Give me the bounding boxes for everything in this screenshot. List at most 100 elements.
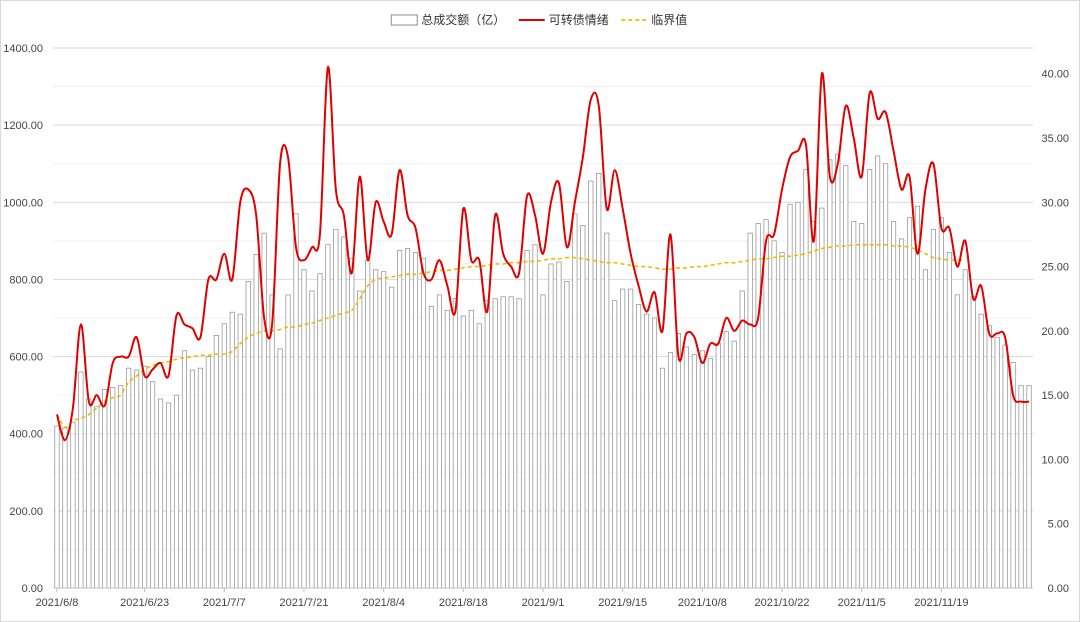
- turnover-bar: [94, 406, 100, 589]
- turnover-bar: [365, 259, 371, 589]
- turnover-bar: [460, 315, 466, 589]
- turnover-bar: [548, 263, 554, 589]
- turnover-bar: [165, 402, 172, 589]
- turnover-bar: [150, 381, 156, 589]
- turnover-bar: [803, 169, 809, 589]
- right-axis-tick-label: 35.00: [1041, 133, 1069, 145]
- sentiment-line: [56, 66, 1030, 442]
- turnover-bar: [468, 309, 474, 589]
- legend-label: 可转债情绪: [549, 12, 609, 27]
- turnover-bar: [564, 281, 570, 589]
- turnover-bar: [428, 306, 434, 589]
- turnover-bar: [699, 350, 705, 589]
- turnover-bar: [771, 240, 777, 589]
- left-axis-tick-label: 0.00: [22, 583, 43, 595]
- turnover-bar: [118, 385, 124, 589]
- turnover-bar: [476, 323, 482, 589]
- turnover-bar: [787, 203, 793, 589]
- axes: 0.00 200.00 400.00 600.00 800.00 1000.00 1200.…: [3, 43, 1069, 609]
- left-axis-tick-label: 200.00: [9, 506, 43, 518]
- legend: 总成交额（亿） 可转债情绪 临界值: [390, 12, 687, 27]
- turnover-bar: [1018, 385, 1024, 589]
- turnover-bar: [572, 213, 578, 589]
- x-axis-tick-label: 2021/8/4: [362, 597, 405, 609]
- turnover-bar: [819, 207, 825, 589]
- left-axis-tick-label: 800.00: [9, 274, 43, 286]
- turnover-bar: [978, 313, 984, 589]
- turnover-bar: [173, 394, 180, 589]
- turnover-bar: [277, 348, 283, 589]
- turnover-bar: [237, 313, 243, 589]
- turnover-bar: [628, 288, 634, 589]
- turnover-bar: [723, 331, 729, 589]
- turnover-bar: [843, 165, 849, 589]
- turnover-bar: [62, 427, 68, 589]
- turnover-bar: [659, 367, 666, 589]
- turnover-bar: [795, 201, 801, 589]
- turnover-bar: [181, 350, 188, 589]
- turnover-bar: [412, 252, 419, 589]
- turnover-bar: [954, 294, 960, 589]
- turnover-bar: [269, 294, 275, 589]
- turnover-bar: [381, 271, 387, 589]
- turnover-bar: [126, 367, 132, 589]
- turnover-bar: [325, 244, 331, 589]
- turnover-bar: [620, 288, 626, 589]
- turnover-bar: [405, 248, 411, 589]
- turnover-bar: [596, 173, 602, 589]
- x-axis-tick-label: 2021/9/15: [598, 597, 647, 609]
- turnover-bar: [962, 269, 968, 589]
- bar-series: [54, 153, 1032, 589]
- right-axis-tick-label: 20.00: [1041, 326, 1069, 338]
- turnover-bar: [293, 213, 299, 589]
- turnover-bar: [540, 294, 546, 589]
- x-axis-tick-label: 2021/9/1: [522, 597, 565, 609]
- x-axis-tick-label: 2021/6/23: [120, 597, 169, 609]
- turnover-bar: [883, 163, 889, 589]
- turnover-bar: [683, 346, 689, 589]
- turnover-bar: [444, 309, 450, 589]
- turnover-bar: [436, 294, 442, 589]
- turnover-bar: [651, 317, 658, 589]
- turnover-bar: [938, 217, 944, 589]
- threshold-line: [56, 243, 966, 429]
- turnover-bar: [1002, 344, 1008, 589]
- turnover-bar: [875, 155, 881, 589]
- turnover-bar: [644, 313, 650, 589]
- turnover-bar: [675, 333, 681, 589]
- turnover-bar: [970, 296, 976, 589]
- turnover-bar: [715, 342, 721, 589]
- turnover-bar: [389, 286, 395, 589]
- x-axis-tick-label: 2021/10/22: [754, 597, 809, 609]
- turnover-bar: [261, 232, 267, 589]
- turnover-bar: [986, 325, 992, 589]
- turnover-bar: [747, 232, 753, 589]
- turnover-bar: [221, 323, 227, 589]
- turnover-bar: [580, 225, 586, 589]
- left-axis-tick-label: 400.00: [9, 429, 43, 441]
- turnover-bar: [301, 269, 307, 589]
- turnover-bar: [556, 261, 562, 589]
- turnover-bar: [357, 290, 363, 589]
- turnover-bar: [500, 296, 506, 589]
- turnover-bar: [994, 336, 1000, 589]
- turnover-bar: [285, 294, 291, 589]
- turnover-bar: [245, 281, 251, 589]
- turnover-bar: [158, 398, 164, 589]
- turnover-bar: [636, 304, 642, 589]
- turnover-bar: [78, 371, 84, 589]
- turnover-bar: [1026, 385, 1032, 589]
- turnover-bar: [373, 269, 379, 589]
- turnover-bar: [667, 352, 674, 589]
- turnover-bar: [213, 335, 219, 589]
- x-axis-tick-label: 2021/11/19: [914, 597, 968, 609]
- left-axis-tick-label: 1000.00: [3, 197, 43, 209]
- turnover-bar: [253, 254, 259, 589]
- right-axis-tick-label: 25.00: [1041, 262, 1069, 274]
- turnover-bar: [691, 354, 697, 589]
- turnover-bar: [922, 269, 928, 589]
- turnover-bar: [604, 232, 610, 589]
- turnover-bar: [835, 153, 841, 589]
